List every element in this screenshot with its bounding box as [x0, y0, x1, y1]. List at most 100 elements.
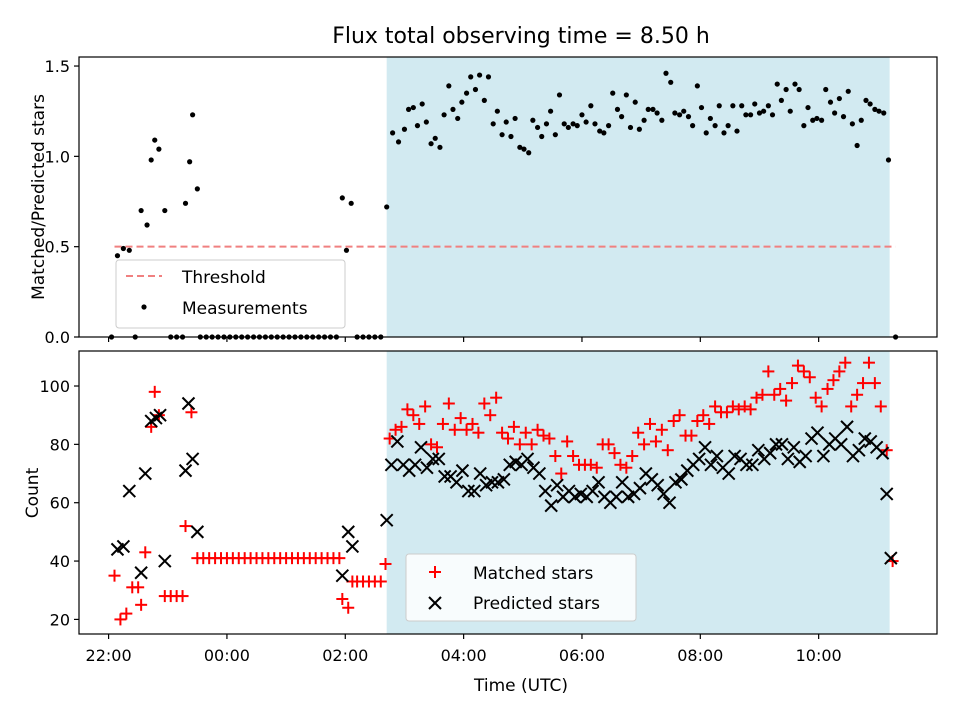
measurement-point	[182, 200, 189, 206]
matched-stars-point	[525, 438, 538, 451]
measurement-point	[752, 101, 758, 107]
predicted-stars-point	[884, 551, 898, 565]
predicted-stars-point	[763, 446, 777, 460]
measurement-point	[446, 83, 452, 89]
measurement-point	[610, 90, 616, 96]
measurement-point	[792, 81, 798, 87]
measurement-point	[769, 112, 776, 118]
matched-stars-point	[425, 438, 438, 451]
measurement-point	[508, 133, 514, 140]
matched-stars-point	[442, 397, 455, 410]
matched-stars-point	[857, 377, 870, 390]
predicted-stars-point	[455, 463, 470, 478]
measurement-point	[819, 117, 825, 123]
count-panel: 20 40 60 80 100 22:00 00:00 02:00 04:00 06:00 08:0…	[23, 350, 938, 696]
matched-stars-point	[756, 388, 769, 401]
predicted-stars-point	[420, 460, 434, 475]
measurement-point	[405, 106, 412, 112]
measurement-point	[690, 123, 696, 129]
matched-stars-point	[148, 385, 161, 398]
matched-stars-point	[472, 426, 485, 439]
matched-stars-point	[839, 356, 852, 369]
measurement-point	[194, 186, 200, 192]
measurement-point	[348, 200, 354, 206]
predicted-stars-legend-label: Predicted stars	[473, 594, 600, 614]
predicted-stars-point	[497, 472, 511, 487]
measurement-point	[437, 144, 443, 150]
matched-stars-point	[697, 409, 710, 422]
predicted-stars-point	[816, 449, 831, 463]
measurement-point	[138, 207, 144, 214]
matched-stars-point	[655, 423, 668, 436]
measurement-point	[432, 135, 438, 141]
matched-stars-point	[827, 374, 840, 387]
predicted-stars-point	[532, 466, 547, 481]
measurement-point	[787, 108, 793, 114]
matched-stars-point	[851, 388, 864, 401]
measurement-point	[534, 124, 541, 131]
predicted-stars-point	[473, 466, 487, 481]
predicted-stars-point	[432, 452, 446, 466]
matched-stars-point	[401, 403, 414, 416]
matched-stars-point	[744, 403, 757, 416]
predicted-stars-point	[134, 566, 148, 580]
matched-stars-point	[454, 412, 467, 425]
y-tick-label: 40	[50, 552, 70, 571]
measurement-point	[503, 119, 509, 125]
matched-stars-point	[638, 438, 651, 451]
measurement-point	[156, 146, 162, 152]
matched-stars-point	[419, 400, 432, 413]
matched-stars-point	[833, 365, 846, 378]
measurements-legend-label: Measurements	[182, 299, 308, 319]
measurement-point	[597, 128, 603, 134]
matched-stars-point	[466, 417, 479, 430]
matched-stars-point	[139, 546, 152, 559]
x-tick-label: 02:00	[322, 646, 368, 665]
predicted-stars-point	[698, 440, 712, 454]
measurement-point	[876, 108, 882, 114]
measurement-point	[668, 79, 674, 85]
predicted-stars-point	[181, 396, 196, 411]
predicted-stars-point	[116, 539, 131, 554]
measurement-point	[774, 81, 780, 87]
predicted-stars-point	[775, 437, 789, 452]
predicted-stars-point	[879, 487, 894, 501]
matched-stars-point	[632, 426, 645, 439]
predicted-stars-point	[544, 498, 558, 513]
measurement-point	[650, 106, 656, 112]
y-tick-label: 0.0	[45, 328, 70, 347]
predicted-stars-point	[692, 452, 706, 466]
predicted-stars-point	[852, 443, 866, 457]
matched-stars-point	[845, 400, 858, 413]
measurement-point	[423, 119, 429, 125]
measurement-point	[583, 119, 589, 125]
measurement-point	[339, 195, 345, 201]
matched-stars-point	[555, 467, 568, 480]
measurement-point	[739, 103, 745, 109]
measurement-point	[574, 123, 580, 129]
measurement-point	[685, 114, 692, 120]
count-axes-frame	[78, 350, 938, 635]
matched-stars-point	[803, 371, 816, 384]
measurement-point	[881, 110, 887, 116]
measurement-point	[707, 115, 713, 122]
measurement-point	[441, 112, 447, 118]
measurement-point	[450, 106, 456, 112]
observing-window-shade	[386, 57, 890, 337]
predicted-stars-point	[379, 513, 394, 527]
matched-stars-point	[868, 377, 881, 390]
matched-stars-point	[132, 581, 145, 594]
measurement-point	[743, 112, 749, 118]
predicted-stars-point	[745, 458, 760, 472]
predicted-stars-point	[591, 475, 606, 489]
measurement-point	[663, 70, 669, 76]
predicted-stars-point	[875, 446, 890, 460]
measurement-point	[659, 117, 665, 123]
matched-stars-point	[685, 429, 698, 442]
measurement-point	[401, 126, 408, 132]
predicted-stars-point	[384, 458, 399, 472]
measurement-point	[712, 123, 718, 129]
matched-stars-point	[342, 601, 355, 614]
measurement-point	[517, 144, 523, 150]
predicted-stars-point	[390, 434, 405, 449]
